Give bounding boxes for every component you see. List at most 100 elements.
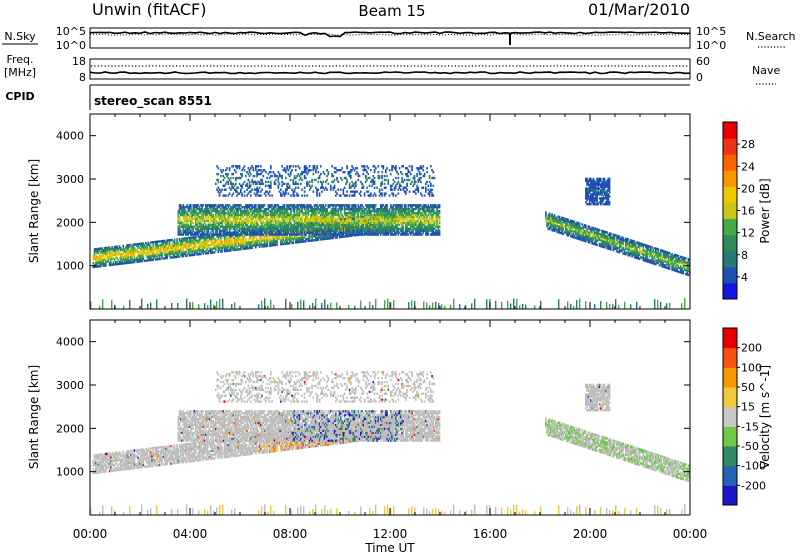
power-cell	[345, 225, 347, 228]
power-cell	[331, 225, 333, 228]
power-cell	[130, 259, 132, 262]
power-cell	[266, 221, 268, 225]
power-cell	[361, 229, 363, 232]
power-cell	[201, 235, 203, 238]
power-cell	[311, 227, 313, 230]
power-cell	[427, 225, 430, 228]
power-cell	[192, 249, 195, 253]
power-cell	[390, 223, 392, 226]
power-cell	[256, 182, 258, 186]
power-cell	[310, 231, 312, 234]
power-cell	[238, 208, 241, 211]
power-cell	[103, 256, 106, 260]
power-cell	[105, 252, 107, 256]
power-cell	[387, 217, 390, 221]
power-cell	[273, 211, 276, 215]
power-cell	[316, 192, 318, 195]
power-cell	[412, 204, 415, 207]
power-cell	[352, 211, 355, 215]
power-cell	[386, 208, 388, 211]
power-cell	[303, 223, 306, 226]
power-cell	[177, 211, 180, 215]
power-cell	[337, 231, 340, 234]
power-cell	[435, 213, 437, 217]
power-cell	[298, 215, 301, 219]
power-cell	[278, 211, 281, 215]
power-cell	[370, 217, 372, 221]
power-cell	[376, 217, 378, 221]
power-cell	[226, 243, 228, 247]
power-cell	[327, 182, 330, 186]
power-cell	[331, 204, 333, 207]
power-cell	[306, 237, 308, 241]
power-cell	[198, 237, 201, 240]
power-cell	[318, 225, 321, 228]
power-cell	[185, 242, 187, 246]
power-cell	[242, 239, 245, 243]
power-cell	[247, 209, 250, 213]
power-cell	[242, 223, 245, 226]
power-cell	[260, 231, 262, 234]
power-cell	[180, 213, 182, 217]
power-cell	[342, 235, 345, 238]
power-cell	[300, 240, 302, 244]
power-cell	[250, 213, 252, 217]
power-cell	[177, 231, 180, 234]
power-cell	[210, 249, 212, 253]
power-cell	[420, 223, 422, 226]
power-cell	[378, 208, 381, 211]
power-cell	[250, 172, 252, 176]
power-cell	[367, 224, 370, 228]
power-cell	[187, 250, 190, 253]
power-cell	[321, 238, 323, 241]
power-cell	[240, 204, 242, 207]
power-cell	[293, 213, 296, 217]
power-cell	[260, 190, 262, 193]
power-cell	[93, 250, 96, 253]
power-cell	[245, 213, 247, 217]
power-cell	[298, 167, 301, 170]
power-cell	[270, 170, 272, 174]
power-cell	[103, 258, 106, 262]
power-cell	[213, 217, 216, 221]
power-cell	[340, 231, 342, 234]
power-cell	[332, 236, 335, 240]
power-cell	[312, 172, 315, 176]
power-cell	[348, 233, 351, 236]
power-cell	[346, 233, 348, 236]
power-cell	[323, 206, 326, 209]
power-cell	[375, 223, 377, 226]
power-cell	[382, 231, 385, 234]
power-cell	[181, 225, 183, 228]
power-cell	[313, 211, 316, 215]
power-cell	[126, 248, 128, 251]
power-cell	[96, 255, 98, 259]
power-cell	[302, 206, 305, 209]
power-cell	[296, 233, 298, 236]
power-cell	[421, 233, 423, 236]
power-cell	[376, 215, 378, 219]
power-cell	[170, 250, 172, 253]
nsky-strip: N.Sky 10^5 10^0 10^5 10^0 N.Search	[2, 25, 796, 52]
power-cell	[196, 251, 198, 254]
power-cell	[306, 227, 308, 230]
power-cell	[362, 229, 365, 232]
power-cell	[261, 223, 263, 226]
power-cell	[255, 231, 257, 234]
power-cell	[412, 208, 415, 211]
power-cell	[203, 233, 206, 236]
power-cell	[170, 252, 172, 255]
power-cell	[182, 229, 185, 232]
power-cell	[415, 227, 417, 230]
power-cell	[415, 233, 417, 236]
power-cell	[400, 206, 402, 209]
power-cell	[286, 184, 288, 187]
power-cell	[313, 229, 316, 232]
power-cell	[251, 165, 253, 168]
power-cell	[122, 262, 125, 265]
power-cell	[291, 227, 293, 230]
power-cell	[403, 204, 406, 207]
power-cell	[235, 206, 237, 209]
power-cell	[357, 231, 360, 234]
power-cell	[361, 211, 363, 215]
